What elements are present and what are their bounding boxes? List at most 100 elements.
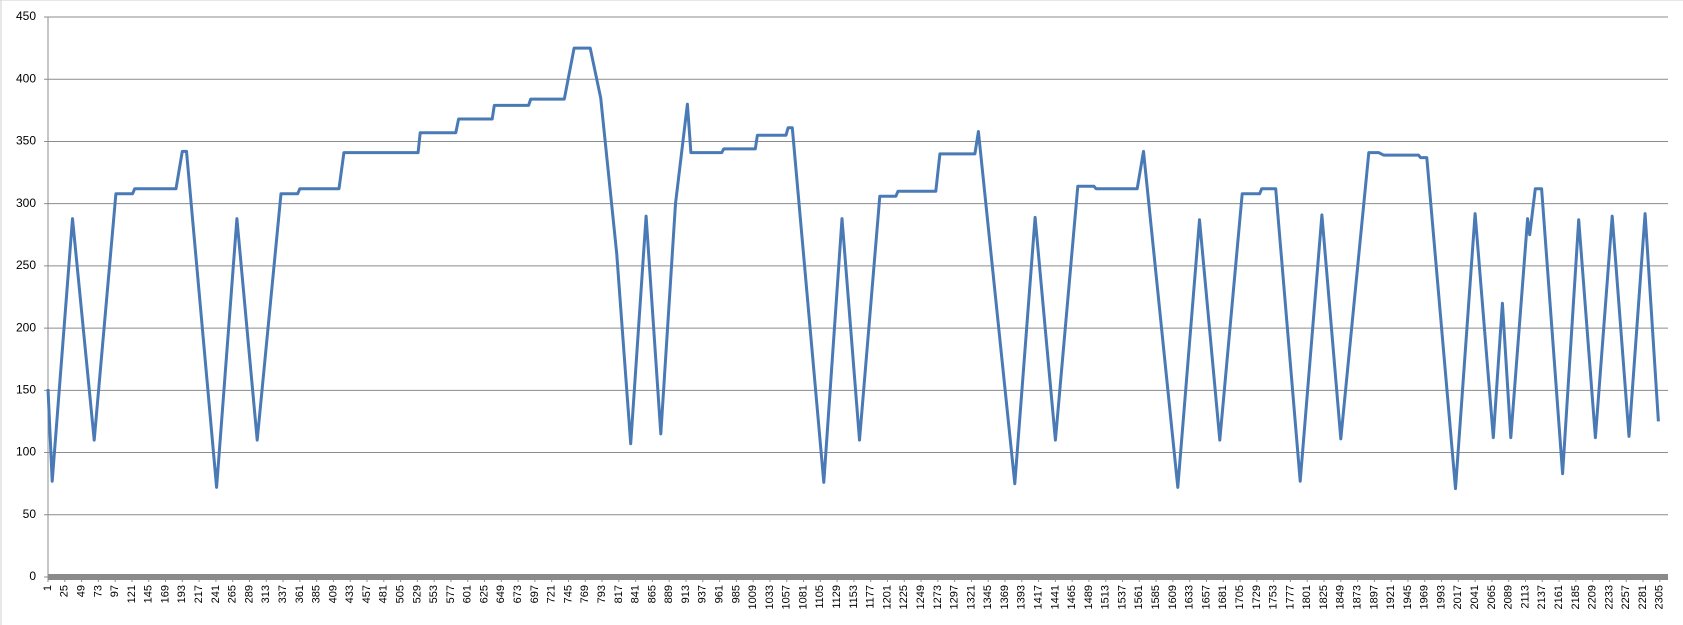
x-tick-label: 2233 — [1603, 585, 1615, 609]
x-tick-label: 1801 — [1301, 585, 1313, 609]
x-tick-label: 1345 — [982, 585, 994, 609]
x-tick-label: 2113 — [1519, 585, 1531, 609]
x-tick-label: 697 — [529, 585, 541, 603]
x-tick-label: 1081 — [797, 585, 809, 609]
x-tick-label: 481 — [378, 585, 390, 603]
x-tick-label: 985 — [730, 585, 742, 603]
x-tick-label: 25 — [59, 585, 71, 597]
y-tick-label: 0 — [29, 569, 36, 583]
x-tick-label: 1105 — [814, 585, 826, 609]
x-tick-label: 1009 — [747, 585, 759, 609]
x-tick-label: 769 — [579, 585, 591, 603]
x-tick-label: 865 — [646, 585, 658, 603]
y-tick-label: 400 — [16, 71, 36, 85]
x-tick-label: 505 — [394, 585, 406, 603]
x-tick-label: 2281 — [1637, 585, 1649, 609]
x-tick-label: 1225 — [898, 585, 910, 609]
y-tick-label: 300 — [16, 196, 36, 210]
x-tick-label: 2065 — [1486, 585, 1498, 609]
x-tick-label: 337 — [277, 585, 289, 603]
x-tick-label: 1441 — [1049, 585, 1061, 609]
x-tick-label: 625 — [478, 585, 490, 603]
x-tick-label: 193 — [176, 585, 188, 603]
x-tick-label: 2041 — [1469, 585, 1481, 609]
x-tick-label: 745 — [562, 585, 574, 603]
y-tick-label: 50 — [23, 507, 37, 521]
x-tick-label: 1681 — [1217, 585, 1229, 609]
x-tick-label: 1465 — [1066, 585, 1078, 609]
x-tick-label: 433 — [344, 585, 356, 603]
x-tick-label: 1489 — [1083, 585, 1095, 609]
x-tick-label: 937 — [697, 585, 709, 603]
x-tick-label: 1297 — [949, 585, 961, 609]
x-tick-label: 817 — [613, 585, 625, 603]
x-tick-label: 1033 — [764, 585, 776, 609]
x-tick-label: 1057 — [781, 585, 793, 609]
x-tick-label: 2185 — [1570, 585, 1582, 609]
x-tick-label: 1513 — [1100, 585, 1112, 609]
y-tick-label: 350 — [16, 134, 36, 148]
x-tick-label: 1369 — [999, 585, 1011, 609]
x-tick-label: 553 — [428, 585, 440, 603]
x-tick-label: 1945 — [1402, 585, 1414, 609]
x-tick-label: 1921 — [1385, 585, 1397, 609]
x-tick-label: 121 — [126, 585, 138, 603]
x-tick-label: 1321 — [965, 585, 977, 609]
y-tick-label: 450 — [16, 9, 36, 23]
x-tick-label: 1129 — [831, 585, 843, 609]
x-tick-label: 2305 — [1654, 585, 1666, 609]
x-tick-label: 1585 — [1150, 585, 1162, 609]
x-tick-label: 313 — [260, 585, 272, 603]
x-tick-label: 49 — [75, 585, 87, 597]
x-tick-label: 1825 — [1318, 585, 1330, 609]
x-tick-label: 2257 — [1620, 585, 1632, 609]
x-tick-label: 529 — [411, 585, 423, 603]
x-tick-label: 1393 — [1016, 585, 1028, 609]
x-tick-label: 1897 — [1368, 585, 1380, 609]
data-line — [46, 46, 1660, 491]
x-tick-label: 1561 — [1133, 585, 1145, 609]
x-tick-label: 961 — [713, 585, 725, 603]
x-tick-label: 73 — [92, 585, 104, 597]
x-tick-label: 577 — [445, 585, 457, 603]
x-tick-label: 217 — [193, 585, 205, 603]
x-tick-label: 721 — [546, 585, 558, 603]
x-tick-label: 2137 — [1536, 585, 1548, 609]
x-tick-label: 97 — [109, 585, 121, 597]
x-tick-label: 241 — [210, 585, 222, 603]
x-tick-label: 1705 — [1234, 585, 1246, 609]
x-tick-label: 145 — [143, 585, 155, 603]
x-tick-label: 1537 — [1116, 585, 1128, 609]
x-tick-label: 841 — [630, 585, 642, 603]
x-tick-label: 1753 — [1268, 585, 1280, 609]
x-tick-label: 1177 — [865, 585, 877, 609]
x-tick-label: 1 — [42, 585, 54, 591]
y-tick-label: 150 — [16, 383, 36, 397]
y-tick-label: 200 — [16, 320, 36, 334]
x-tick-label: 601 — [462, 585, 474, 603]
x-tick-label: 2209 — [1587, 585, 1599, 609]
x-tick-label: 265 — [227, 585, 239, 603]
x-axis — [48, 574, 1668, 580]
x-tick-label: 2089 — [1503, 585, 1515, 609]
x-tick-label: 649 — [495, 585, 507, 603]
x-tick-label: 1609 — [1167, 585, 1179, 609]
x-tick-label: 673 — [512, 585, 524, 603]
x-tick-label: 913 — [680, 585, 692, 603]
x-tick-label: 409 — [327, 585, 339, 603]
x-tick-label: 1153 — [848, 585, 860, 609]
x-tick-label: 1993 — [1435, 585, 1447, 609]
x-tick-label: 361 — [294, 585, 306, 603]
x-tick-label: 1249 — [915, 585, 927, 609]
x-tick-label: 1417 — [1032, 585, 1044, 609]
x-tick-label: 1729 — [1251, 585, 1263, 609]
x-tick-label: 289 — [243, 585, 255, 603]
x-tick-label: 457 — [361, 585, 373, 603]
x-tick-label: 1633 — [1184, 585, 1196, 609]
x-tick-label: 1873 — [1351, 585, 1363, 609]
x-tick-label: 1657 — [1200, 585, 1212, 609]
x-tick-label: 1777 — [1284, 585, 1296, 609]
x-tick-label: 2017 — [1452, 585, 1464, 609]
